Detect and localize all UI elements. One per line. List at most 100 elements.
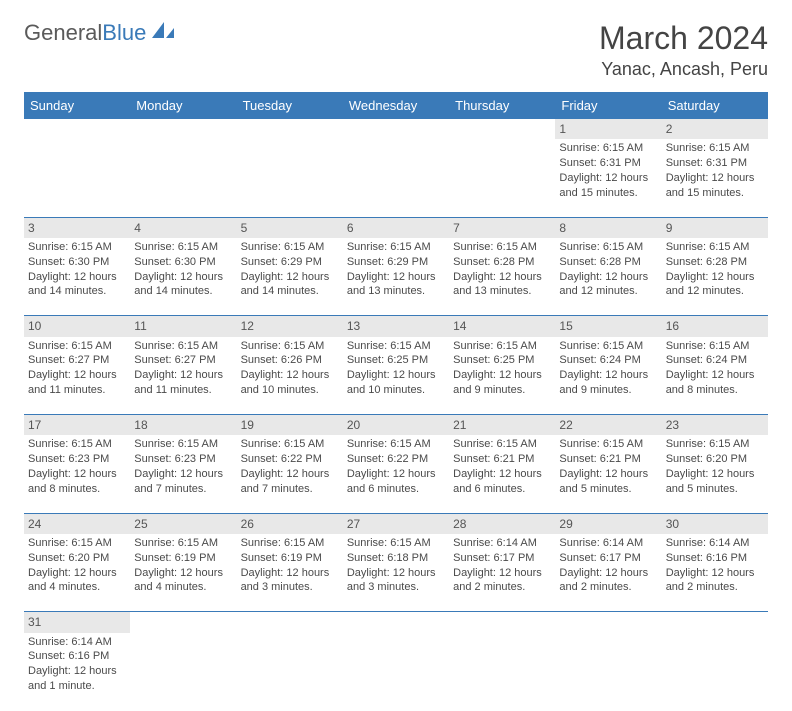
daylight-text: Daylight: 12 hours and 6 minutes.	[453, 467, 551, 497]
daylight-text: Daylight: 12 hours and 13 minutes.	[453, 270, 551, 300]
day-cell	[237, 633, 343, 711]
sunset-text: Sunset: 6:22 PM	[241, 452, 339, 467]
day-cell: Sunrise: 6:15 AMSunset: 6:21 PMDaylight:…	[555, 435, 661, 513]
daylight-text: Daylight: 12 hours and 11 minutes.	[134, 368, 232, 398]
day-cell: Sunrise: 6:15 AMSunset: 6:25 PMDaylight:…	[343, 337, 449, 415]
day-cell: Sunrise: 6:15 AMSunset: 6:23 PMDaylight:…	[24, 435, 130, 513]
sunset-text: Sunset: 6:29 PM	[241, 255, 339, 270]
weekday-header: Tuesday	[237, 92, 343, 119]
weekday-header: Friday	[555, 92, 661, 119]
daylight-text: Daylight: 12 hours and 3 minutes.	[241, 566, 339, 596]
day-detail-row: Sunrise: 6:15 AMSunset: 6:30 PMDaylight:…	[24, 238, 768, 316]
sunset-text: Sunset: 6:25 PM	[453, 353, 551, 368]
calendar-table: Sunday Monday Tuesday Wednesday Thursday…	[24, 92, 768, 711]
day-number: 21	[449, 415, 555, 436]
daylight-text: Daylight: 12 hours and 5 minutes.	[666, 467, 764, 497]
day-cell: Sunrise: 6:15 AMSunset: 6:26 PMDaylight:…	[237, 337, 343, 415]
sail-icon	[150, 20, 176, 46]
day-cell: Sunrise: 6:14 AMSunset: 6:17 PMDaylight:…	[449, 534, 555, 612]
day-cell: Sunrise: 6:15 AMSunset: 6:30 PMDaylight:…	[24, 238, 130, 316]
day-number-row: 24252627282930	[24, 513, 768, 534]
day-number: 10	[24, 316, 130, 337]
daylight-text: Daylight: 12 hours and 14 minutes.	[241, 270, 339, 300]
daylight-text: Daylight: 12 hours and 6 minutes.	[347, 467, 445, 497]
day-number	[237, 612, 343, 633]
day-number: 15	[555, 316, 661, 337]
sunset-text: Sunset: 6:17 PM	[453, 551, 551, 566]
daylight-text: Daylight: 12 hours and 2 minutes.	[666, 566, 764, 596]
sunset-text: Sunset: 6:17 PM	[559, 551, 657, 566]
sunset-text: Sunset: 6:23 PM	[28, 452, 126, 467]
weekday-header: Thursday	[449, 92, 555, 119]
sunrise-text: Sunrise: 6:15 AM	[666, 141, 764, 156]
day-number: 12	[237, 316, 343, 337]
daylight-text: Daylight: 12 hours and 1 minute.	[28, 664, 126, 694]
sunset-text: Sunset: 6:25 PM	[347, 353, 445, 368]
day-number-row: 3456789	[24, 217, 768, 238]
sunset-text: Sunset: 6:28 PM	[666, 255, 764, 270]
day-number: 3	[24, 217, 130, 238]
sunrise-text: Sunrise: 6:15 AM	[28, 339, 126, 354]
sunrise-text: Sunrise: 6:15 AM	[241, 536, 339, 551]
sunset-text: Sunset: 6:26 PM	[241, 353, 339, 368]
day-cell: Sunrise: 6:15 AMSunset: 6:25 PMDaylight:…	[449, 337, 555, 415]
sunset-text: Sunset: 6:20 PM	[28, 551, 126, 566]
sunrise-text: Sunrise: 6:15 AM	[347, 339, 445, 354]
daylight-text: Daylight: 12 hours and 2 minutes.	[453, 566, 551, 596]
sunrise-text: Sunrise: 6:15 AM	[241, 339, 339, 354]
sunrise-text: Sunrise: 6:15 AM	[347, 536, 445, 551]
day-number	[343, 119, 449, 139]
day-cell: Sunrise: 6:15 AMSunset: 6:20 PMDaylight:…	[24, 534, 130, 612]
day-number	[130, 119, 236, 139]
day-number: 19	[237, 415, 343, 436]
sunrise-text: Sunrise: 6:15 AM	[453, 240, 551, 255]
day-number: 31	[24, 612, 130, 633]
day-number-row: 17181920212223	[24, 415, 768, 436]
day-number: 22	[555, 415, 661, 436]
daylight-text: Daylight: 12 hours and 10 minutes.	[241, 368, 339, 398]
day-detail-row: Sunrise: 6:14 AMSunset: 6:16 PMDaylight:…	[24, 633, 768, 711]
day-cell: Sunrise: 6:15 AMSunset: 6:23 PMDaylight:…	[130, 435, 236, 513]
day-number: 29	[555, 513, 661, 534]
day-cell	[130, 633, 236, 711]
day-cell	[449, 633, 555, 711]
sunrise-text: Sunrise: 6:15 AM	[241, 437, 339, 452]
sunset-text: Sunset: 6:21 PM	[453, 452, 551, 467]
day-cell: Sunrise: 6:15 AMSunset: 6:27 PMDaylight:…	[24, 337, 130, 415]
day-cell: Sunrise: 6:15 AMSunset: 6:22 PMDaylight:…	[343, 435, 449, 513]
day-cell: Sunrise: 6:14 AMSunset: 6:16 PMDaylight:…	[662, 534, 768, 612]
weekday-header: Monday	[130, 92, 236, 119]
day-detail-row: Sunrise: 6:15 AMSunset: 6:31 PMDaylight:…	[24, 139, 768, 217]
sunrise-text: Sunrise: 6:15 AM	[559, 437, 657, 452]
day-cell: Sunrise: 6:15 AMSunset: 6:19 PMDaylight:…	[237, 534, 343, 612]
day-cell: Sunrise: 6:15 AMSunset: 6:28 PMDaylight:…	[449, 238, 555, 316]
weekday-header: Sunday	[24, 92, 130, 119]
sunrise-text: Sunrise: 6:15 AM	[134, 339, 232, 354]
sunset-text: Sunset: 6:22 PM	[347, 452, 445, 467]
day-cell: Sunrise: 6:14 AMSunset: 6:17 PMDaylight:…	[555, 534, 661, 612]
sunset-text: Sunset: 6:31 PM	[666, 156, 764, 171]
day-cell	[449, 139, 555, 217]
sunset-text: Sunset: 6:18 PM	[347, 551, 445, 566]
day-number: 4	[130, 217, 236, 238]
day-cell: Sunrise: 6:15 AMSunset: 6:21 PMDaylight:…	[449, 435, 555, 513]
sunset-text: Sunset: 6:21 PM	[559, 452, 657, 467]
sunrise-text: Sunrise: 6:14 AM	[453, 536, 551, 551]
sunset-text: Sunset: 6:20 PM	[666, 452, 764, 467]
daylight-text: Daylight: 12 hours and 12 minutes.	[666, 270, 764, 300]
sunrise-text: Sunrise: 6:15 AM	[559, 141, 657, 156]
sunset-text: Sunset: 6:28 PM	[559, 255, 657, 270]
day-number: 17	[24, 415, 130, 436]
title-block: March 2024 Yanac, Ancash, Peru	[599, 20, 768, 80]
day-number	[449, 612, 555, 633]
day-number-row: 10111213141516	[24, 316, 768, 337]
day-number: 1	[555, 119, 661, 139]
header: GeneralBlue March 2024 Yanac, Ancash, Pe…	[24, 20, 768, 80]
day-number: 2	[662, 119, 768, 139]
daylight-text: Daylight: 12 hours and 8 minutes.	[28, 467, 126, 497]
day-cell: Sunrise: 6:15 AMSunset: 6:24 PMDaylight:…	[662, 337, 768, 415]
day-number: 27	[343, 513, 449, 534]
sunrise-text: Sunrise: 6:15 AM	[28, 240, 126, 255]
sunrise-text: Sunrise: 6:15 AM	[453, 339, 551, 354]
day-cell	[555, 633, 661, 711]
